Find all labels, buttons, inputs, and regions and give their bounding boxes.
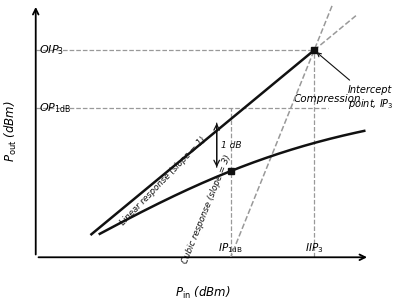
Text: $P_{\mathrm{in}}$ (dBm): $P_{\mathrm{in}}$ (dBm) (175, 285, 231, 301)
Text: $OIP_3$: $OIP_3$ (39, 43, 63, 57)
Text: $IP_{\mathrm{1dB}}$: $IP_{\mathrm{1dB}}$ (218, 241, 243, 255)
Text: Intercept
point, $IP_3$: Intercept point, $IP_3$ (317, 53, 393, 111)
Text: Linear response (slope = 1): Linear response (slope = 1) (119, 135, 208, 227)
Text: Cubic response (slope = 3): Cubic response (slope = 3) (181, 154, 233, 265)
Text: $IIP_3$: $IIP_3$ (305, 241, 323, 255)
Text: 1 dB: 1 dB (221, 141, 241, 150)
Text: $OP_{\mathrm{1dB}}$: $OP_{\mathrm{1dB}}$ (39, 101, 71, 115)
Text: $P_{\mathrm{out}}$ (dBm): $P_{\mathrm{out}}$ (dBm) (3, 100, 19, 161)
Text: Compression: Compression (294, 94, 361, 104)
